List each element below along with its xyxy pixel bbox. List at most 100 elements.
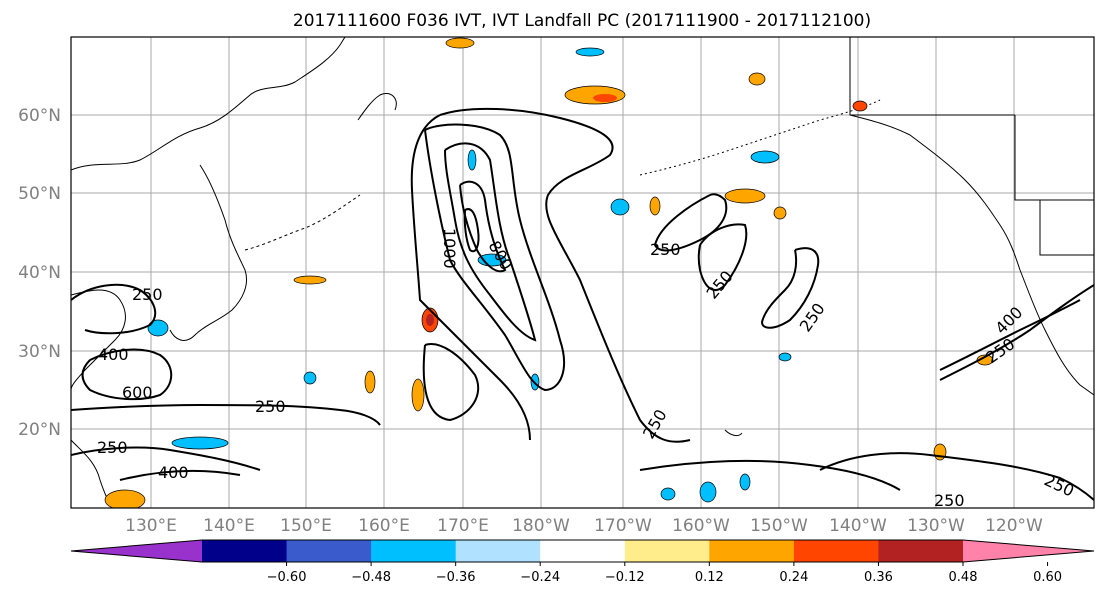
contour-400-central xyxy=(424,123,565,392)
pc-shading xyxy=(104,37,994,508)
contour-250-160w xyxy=(697,223,748,291)
colorbar-tick-label: −0.24 xyxy=(520,570,560,585)
colorbar-bin xyxy=(202,540,288,562)
contour-250-nw xyxy=(71,283,157,335)
patch-blue-25n-2 xyxy=(303,371,317,385)
graticule xyxy=(71,37,1094,508)
coastlines xyxy=(71,37,1094,508)
contour-250-main-west xyxy=(410,114,531,441)
colorbar-bin xyxy=(455,540,541,562)
patch-orange-160w xyxy=(649,196,661,216)
colorbar-bin xyxy=(709,540,795,562)
patch-orange-coast xyxy=(976,354,994,366)
colorbar-bin xyxy=(793,540,879,562)
patch-darkred-170e xyxy=(426,314,434,326)
contour-label: 250 xyxy=(934,491,965,510)
lon-label-170e: 170°E xyxy=(437,516,489,536)
lon-label-150e: 150°E xyxy=(280,516,332,536)
lon-label-160e: 160°E xyxy=(358,516,410,536)
patch-blue-gulf xyxy=(750,150,780,164)
colorbar-bin xyxy=(624,540,710,562)
patch-orange-aleutian xyxy=(564,85,626,105)
colorbar-extend-high xyxy=(963,540,1094,562)
contour-400-ne-line xyxy=(939,299,1081,371)
contour-250-south-lobe xyxy=(422,343,480,422)
colorbar-tick-label: −0.60 xyxy=(267,570,307,585)
contour-250-gulf-east xyxy=(653,193,728,252)
hawaii-islands xyxy=(724,429,743,437)
contour-label: 250 xyxy=(650,240,681,259)
contour-label: 600 xyxy=(122,383,153,402)
lon-label-130e: 130°E xyxy=(125,516,177,536)
lat-label-50n: 50°N xyxy=(18,184,61,204)
patch-blue-south xyxy=(699,481,717,503)
patch-orange-small xyxy=(364,370,376,394)
colorbar-tick-label: 0.36 xyxy=(864,570,893,585)
patch-red-aleutian xyxy=(593,94,617,102)
lon-label-140e: 140°E xyxy=(203,516,255,536)
contour-250-20n xyxy=(71,403,381,426)
patch-orange-sw xyxy=(104,489,146,508)
contour-250-south-east xyxy=(819,452,1094,501)
lon-label-140w: 140°W xyxy=(829,516,887,536)
lon-label-120w: 120°W xyxy=(985,516,1043,536)
patch-red-alaska xyxy=(852,100,868,112)
colorbar-outline xyxy=(70,539,1095,563)
contour-label: 250 xyxy=(132,285,163,304)
japan-kuril-coast xyxy=(169,164,247,341)
map-frame xyxy=(70,36,1095,509)
patch-orange-40n xyxy=(293,275,327,285)
contour-600-central xyxy=(444,142,537,342)
lon-label-160w: 160°W xyxy=(672,516,730,536)
contour-label: 400 xyxy=(158,463,189,482)
colorbar-bin xyxy=(540,540,626,562)
patch-orange-150w xyxy=(773,206,787,220)
colorbar-bin xyxy=(878,540,964,562)
lat-label-40n: 40°N xyxy=(18,263,61,283)
patch-blue-30n xyxy=(778,352,792,362)
ivt-contours xyxy=(71,107,1094,501)
patch-blue-north xyxy=(575,47,605,57)
lat-label-30n: 30°N xyxy=(18,342,61,362)
contour-400-sw xyxy=(119,469,241,481)
contour-250-main-east xyxy=(439,107,691,443)
colorbar-tick-label: 0.60 xyxy=(1033,570,1062,585)
lon-label-170w: 170°W xyxy=(594,516,652,536)
contour-250-south xyxy=(639,459,901,491)
siberia-coast xyxy=(71,37,346,171)
patch-blue-south2 xyxy=(660,487,676,501)
patch-blue-165w xyxy=(610,198,630,216)
patch-orange-20n xyxy=(411,378,425,412)
canada-border xyxy=(1014,115,1094,201)
lon-label-180w: 180°W xyxy=(512,516,570,536)
colorbar-tick-label: −0.12 xyxy=(605,570,645,585)
contour-1000-central xyxy=(463,208,480,253)
contour-label: 1000 xyxy=(440,228,459,269)
colorbar-extend-low xyxy=(71,540,202,562)
colorbar: −0.60 −0.48 −0.36 −0.24 −0.12 0.12 0.24 0.36 0.4… xyxy=(70,539,1095,585)
colorbar-tick-label: −0.36 xyxy=(436,570,476,585)
patch-blue-south3 xyxy=(739,473,751,491)
contour-250-sw xyxy=(71,446,261,471)
map-content xyxy=(71,37,1094,508)
colorbar-bin xyxy=(286,540,372,562)
state-borders xyxy=(1039,200,1094,256)
patch-orange-alaska xyxy=(748,72,766,86)
lat-label-60n: 60°N xyxy=(18,106,61,126)
latitude-labels: 60°N 50°N 40°N 30°N 20°N xyxy=(18,106,61,440)
lon-label-150w: 150°W xyxy=(750,516,808,536)
colorbar-tick-label: 0.24 xyxy=(779,570,808,585)
patch-blue-20n xyxy=(171,436,229,450)
kamchatka-coast xyxy=(357,93,397,121)
contour-400-japan xyxy=(81,348,173,401)
contour-800-central xyxy=(459,180,507,273)
colorbar-tick-label: −0.48 xyxy=(351,570,391,585)
contour-label: 400 xyxy=(98,345,129,364)
china-korea-coast xyxy=(71,289,126,391)
contour-label: 250 xyxy=(255,397,286,416)
patch-blue-japan xyxy=(147,319,169,337)
contour-label: 250 xyxy=(97,438,128,457)
aleutian-kuril-islands xyxy=(244,194,361,251)
contour-250-ne-line xyxy=(939,284,1094,381)
